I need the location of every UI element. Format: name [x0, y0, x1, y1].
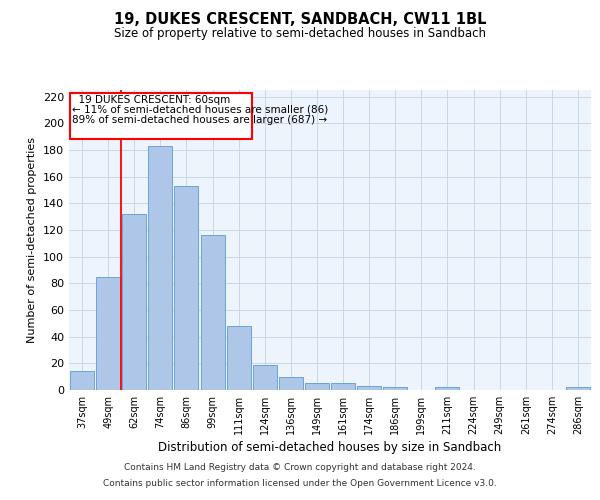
Bar: [200, 236, 224, 390]
Bar: [331, 384, 355, 390]
Text: Contains HM Land Registry data © Crown copyright and database right 2024.: Contains HM Land Registry data © Crown c…: [124, 464, 476, 472]
Bar: [70, 372, 94, 390]
Bar: [122, 214, 146, 390]
Text: 19 DUKES CRESCENT: 60sqm: 19 DUKES CRESCENT: 60sqm: [72, 94, 230, 104]
Text: 89% of semi-detached houses are larger (687) →: 89% of semi-detached houses are larger (…: [72, 116, 327, 126]
Bar: [383, 388, 407, 390]
Y-axis label: Number of semi-detached properties: Number of semi-detached properties: [28, 137, 37, 343]
X-axis label: Distribution of semi-detached houses by size in Sandbach: Distribution of semi-detached houses by …: [158, 441, 502, 454]
FancyBboxPatch shape: [70, 92, 252, 140]
Text: 19, DUKES CRESCENT, SANDBACH, CW11 1BL: 19, DUKES CRESCENT, SANDBACH, CW11 1BL: [114, 12, 486, 28]
Bar: [436, 388, 460, 390]
Text: ← 11% of semi-detached houses are smaller (86): ← 11% of semi-detached houses are smalle…: [72, 104, 328, 115]
Bar: [566, 388, 590, 390]
Text: Size of property relative to semi-detached houses in Sandbach: Size of property relative to semi-detach…: [114, 28, 486, 40]
Bar: [279, 376, 303, 390]
Bar: [357, 386, 381, 390]
Text: Contains public sector information licensed under the Open Government Licence v3: Contains public sector information licen…: [103, 478, 497, 488]
Bar: [305, 384, 329, 390]
Bar: [148, 146, 172, 390]
Bar: [253, 364, 277, 390]
Bar: [227, 326, 251, 390]
Bar: [175, 186, 199, 390]
Bar: [96, 276, 120, 390]
